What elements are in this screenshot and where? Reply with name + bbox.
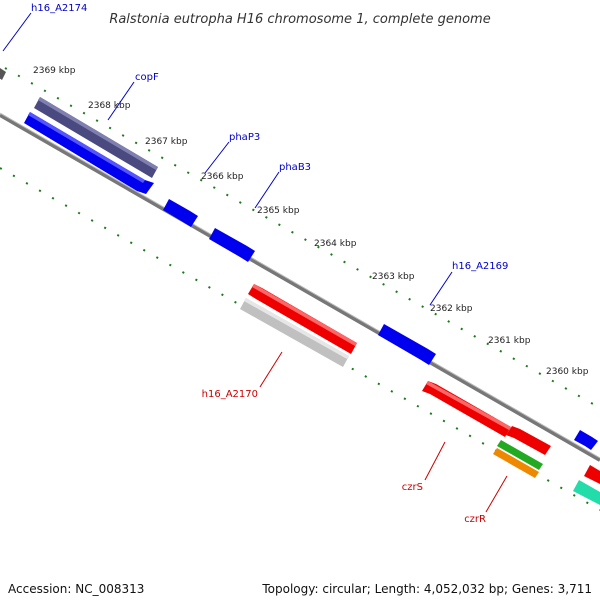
tick-label-2366: 2366 kbp (201, 172, 244, 182)
chromosome-backbone-highlight (0, 112, 600, 459)
tick-label-2361: 2361 kbp (488, 336, 531, 346)
label-h16_A2174[interactable]: h16_A2174 (31, 3, 87, 14)
gene-reverse-upper[interactable] (248, 284, 357, 354)
gene-h16_A2174[interactable] (0, 68, 6, 80)
gene-phaP3[interactable] (163, 199, 198, 227)
gene-h16_A2169[interactable] (378, 324, 436, 365)
gene-forward-long[interactable] (24, 112, 154, 194)
callout-czrR (485, 475, 508, 513)
gene-reverse-small[interactable] (506, 426, 551, 455)
gene-h16_A2170[interactable] (240, 298, 349, 367)
label-phaB3[interactable]: phaB3 (279, 162, 311, 173)
gene-phaB3[interactable] (209, 228, 255, 262)
tick-label-2369: 2369 kbp (33, 66, 76, 76)
topology-text: Topology: circular; Length: 4,052,032 bp… (262, 582, 592, 596)
gene-teal-edge[interactable] (573, 480, 600, 505)
gene-green[interactable] (497, 440, 543, 470)
tick-label-2368: 2368 kbp (88, 101, 131, 111)
gene-copF[interactable] (34, 97, 158, 178)
callout-h16_A2169 (429, 271, 453, 306)
gene-czrR[interactable] (493, 448, 539, 478)
tick-label-2367: 2367 kbp (145, 137, 188, 147)
tick-label-2365: 2365 kbp (257, 206, 300, 216)
callout-copF (107, 81, 135, 121)
outer-tick-track (4, 67, 600, 409)
label-czrR[interactable]: czrR (464, 514, 486, 525)
label-phaP3[interactable]: phaP3 (229, 132, 260, 143)
callout-czrS (424, 441, 446, 481)
label-h16_A2170[interactable]: h16_A2170 (202, 389, 258, 400)
tick-label-2363: 2363 kbp (372, 272, 415, 282)
tick-label-2360: 2360 kbp (546, 367, 589, 377)
accession-text: Accession: NC_008313 (8, 582, 145, 596)
callout-h16_A2170 (259, 351, 283, 388)
callout-phaP3 (204, 141, 230, 174)
gene-czrS[interactable] (422, 381, 511, 437)
gene-forward-edge[interactable] (574, 430, 598, 450)
callout-phaB3 (254, 171, 280, 209)
map-title: Ralstonia eutropha H16 chromosome 1, com… (109, 12, 490, 27)
label-czrS[interactable]: czrS (402, 482, 423, 493)
label-h16_A2169[interactable]: h16_A2169 (452, 261, 508, 272)
gene-reverse-edge[interactable] (584, 465, 600, 484)
chromosome-backbone (0, 113, 600, 462)
tick-label-2364: 2364 kbp (314, 239, 357, 249)
label-copF[interactable]: copF (135, 72, 159, 83)
tick-label-2362: 2362 kbp (430, 304, 473, 314)
callout-h16_A2174 (2, 12, 32, 52)
